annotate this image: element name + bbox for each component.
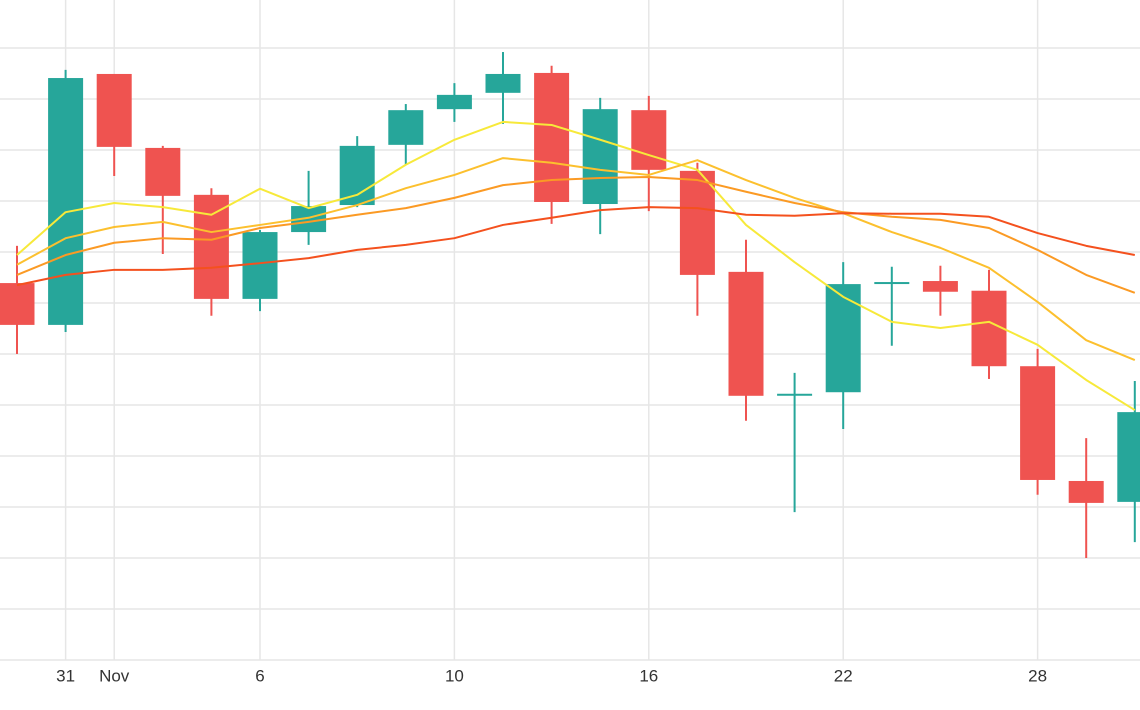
candle-body [1117,412,1140,502]
candle-body [728,271,764,396]
candle-body [777,393,813,396]
candle-body [631,110,667,170]
candle-body [436,94,472,110]
x-tick-label: 22 [834,666,853,685]
x-tick-label: 31 [56,666,75,685]
candle-body [339,145,375,206]
candle-body [874,282,910,285]
candle-body [1068,480,1104,503]
candle-body [388,110,424,145]
x-tick-label: Nov [99,666,130,685]
candle-body [242,232,278,299]
candle-body [679,170,715,275]
x-tick-label: 28 [1028,666,1047,685]
candle-body [971,290,1007,367]
moving-average-line [16,157,1136,362]
candle-body [825,284,861,393]
candle-body [534,72,570,202]
candle-body [582,109,618,205]
x-tick-label: 16 [639,666,658,685]
candle-body [145,147,181,196]
candle-body [96,73,132,147]
candle-body [1020,366,1056,480]
candle-body [0,283,35,325]
candle-body [193,194,229,299]
moving-average-line [16,120,1136,411]
moving-average-line [16,206,1135,287]
candle-body [485,73,521,93]
candle-body [48,78,84,325]
x-tick-label: 6 [255,666,264,685]
moving-average-line [16,175,1136,294]
x-tick-label: 10 [445,666,464,685]
candle-body [922,281,958,292]
